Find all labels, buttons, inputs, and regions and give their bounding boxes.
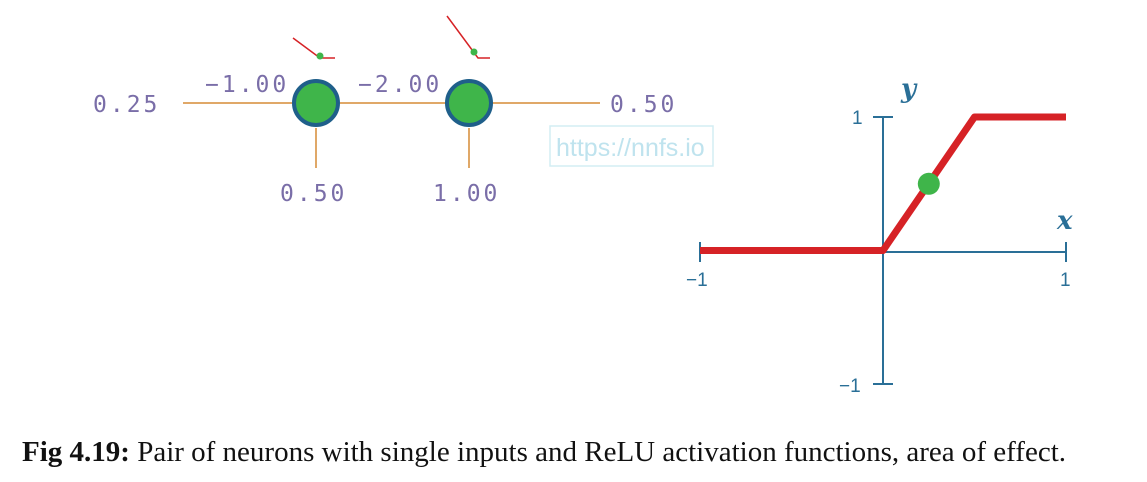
output-value-label: 0.50	[610, 92, 677, 118]
bias-2-label: 1.00	[433, 181, 500, 207]
y-axis-label: y	[900, 74, 918, 104]
x-tick-label-min: −1	[686, 270, 708, 291]
weight-1-label: −1.00	[205, 72, 289, 98]
mini-relu-icon-1	[292, 37, 335, 60]
y-tick-label-max: 1	[852, 108, 863, 129]
y-tick-label-min: −1	[839, 376, 861, 397]
figure-diagram: 0.25 −1.00 −2.00 0.50 0.50 1.00 https://…	[93, 15, 1073, 397]
highlight-point	[917, 172, 940, 195]
weight-2-label: −2.00	[358, 72, 442, 98]
caption-label: Fig 4.19:	[22, 436, 130, 468]
caption-text: Pair of neurons with single inputs and R…	[129, 436, 1067, 468]
x-tick-label-max: 1	[1060, 270, 1071, 291]
neural-network: 0.25 −1.00 −2.00 0.50 0.50 1.00	[93, 15, 677, 207]
watermark: https://nnfs.io	[549, 125, 714, 167]
bias-1-label: 0.50	[280, 181, 347, 207]
input-value-label: 0.25	[93, 92, 160, 118]
relu-plot: x y −1 1 1 −1	[686, 74, 1073, 397]
neuron-1	[292, 79, 340, 127]
neuron-2	[445, 79, 493, 127]
mini-relu-icon-2	[446, 15, 490, 59]
x-axis-label: x	[1056, 206, 1073, 236]
watermark-text: https://nnfs.io	[556, 134, 705, 162]
figure-caption: Fig 4.19: Pair of neurons with single in…	[22, 436, 1147, 469]
